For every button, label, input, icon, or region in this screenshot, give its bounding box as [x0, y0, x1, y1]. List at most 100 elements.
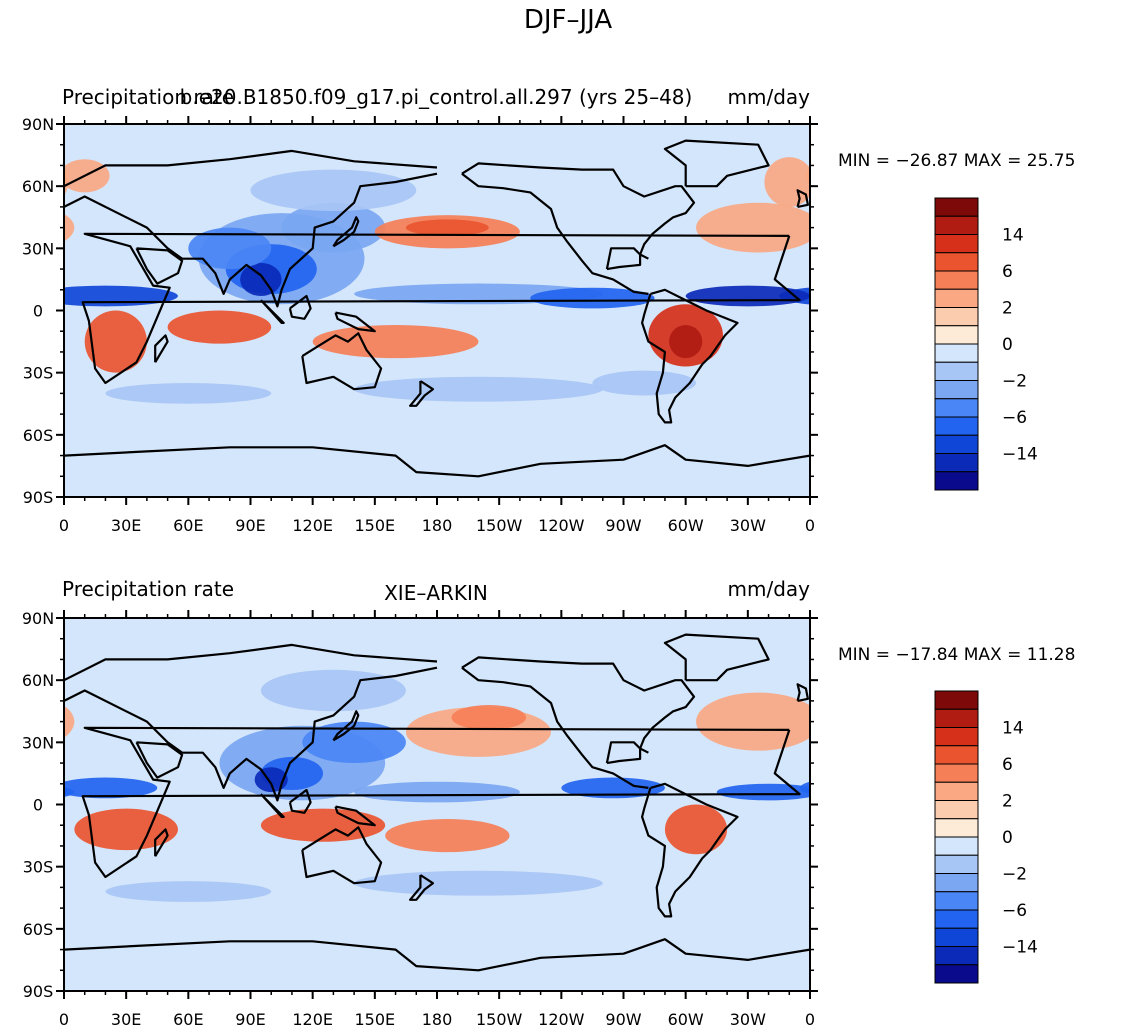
colorbar-label: −2 [1002, 372, 1027, 392]
anomaly-patch [354, 870, 603, 896]
colorbar-label: −6 [1002, 408, 1027, 428]
anomaly-patch [167, 310, 272, 344]
anomaly-patch [561, 777, 665, 799]
anomaly-patch [965, 726, 1130, 801]
colorbar-swatch [934, 361, 979, 381]
colorbar-swatch [934, 471, 979, 491]
colorbar-swatch [934, 380, 979, 400]
panel-center-title: b.e20.B1850.f09_g17.pi_control.all.297 (… [180, 85, 693, 109]
lat-tick-label: 60N [22, 177, 54, 196]
colorbar-swatch [934, 325, 979, 345]
anomaly-patch [451, 705, 527, 730]
colorbar-swatch [934, 252, 979, 272]
lon-tick-label: 150E [355, 516, 396, 535]
lon-tick-label: 120E [292, 1010, 333, 1029]
panel-center-title: XIE–ARKIN [384, 581, 488, 605]
coastline [64, 172, 438, 308]
anomaly-patch [851, 881, 1017, 902]
anomaly-patch [530, 287, 655, 309]
anomaly-patch [1121, 215, 1130, 248]
lon-tick-label: 0 [805, 516, 815, 535]
lon-tick-label: 90E [235, 1010, 265, 1029]
colorbar-swatch [934, 964, 979, 984]
anomaly-patch [696, 692, 810, 751]
anomaly-patch [972, 244, 1063, 294]
lat-tick-label: 30S [23, 858, 54, 877]
coastline [461, 656, 696, 754]
lat-tick-label: 90S [23, 982, 54, 1001]
lon-tick-label: 150E [355, 1010, 396, 1029]
anomaly-patch [716, 783, 810, 801]
lon-tick-label: 150W [476, 1010, 523, 1029]
anomaly-patch [64, 777, 158, 799]
lon-tick-label: 120E [292, 516, 333, 535]
lon-tick-label: 120W [538, 516, 585, 535]
coastline [334, 805, 376, 827]
coastline [64, 643, 438, 682]
coastline [154, 828, 169, 857]
colorbar-swatch [934, 891, 979, 911]
lon-tick-label: 60E [173, 516, 203, 535]
coastline [605, 741, 642, 765]
anomaly-patch [312, 325, 479, 359]
colorbar-swatch [934, 343, 979, 363]
coastline [288, 294, 312, 320]
coastline [663, 633, 770, 682]
coastline [334, 311, 376, 333]
lat-tick-label: 60S [23, 920, 54, 939]
anomaly-patch [354, 781, 520, 803]
anomaly-patch [250, 169, 417, 212]
panel-min-max: MIN = −26.87 MAX = 25.75 [838, 151, 1075, 171]
lat-tick-label: 30S [23, 364, 54, 383]
colorbar-swatch [934, 818, 979, 838]
lon-tick-label: 90E [235, 516, 265, 535]
lat-tick-label: 60S [23, 426, 54, 445]
coastline [135, 247, 184, 285]
colorbar: 14 6 2 0 −2 −6 −14 [934, 690, 1038, 984]
anomaly-patch [1007, 757, 1069, 790]
map-1: 90N 60N 30N 0 30S 60S 90S 0 30E 60E 90E 120E 150E 180… [22, 609, 1130, 1029]
colorbar-swatch [934, 234, 979, 254]
lat-tick-label: 90N [22, 115, 54, 134]
anomaly-patch [820, 809, 924, 850]
coastline [461, 172, 649, 295]
coastline [796, 683, 809, 702]
figure-main-title: DJF–JJA [524, 5, 613, 35]
lat-tick-label: 60N [22, 671, 54, 690]
colorbar-swatch [934, 800, 979, 820]
anomaly-patch [105, 383, 272, 404]
colorbar: 14 6 2 0 −2 −6 −14 [934, 197, 1038, 491]
colorbar-swatch [934, 434, 979, 454]
anomaly-patch [799, 781, 810, 795]
colorbar-swatch [934, 909, 979, 929]
coastline [301, 826, 383, 885]
colorbar-label: 6 [1002, 262, 1013, 282]
lon-tick-label: 0 [59, 1010, 69, 1029]
coastline [260, 793, 285, 818]
panel-right-title: mm/day [728, 85, 811, 109]
colorbar-swatch [934, 453, 979, 473]
colorbar-swatch [934, 854, 979, 874]
colorbar-swatch [934, 215, 979, 235]
anomaly-patch [1048, 722, 1130, 763]
anomaly-patch [831, 311, 893, 373]
lon-tick-label: 60W [668, 516, 704, 535]
anomaly-patch [260, 669, 406, 712]
colorbar-swatch [934, 745, 979, 765]
anomaly-patch [669, 325, 703, 359]
coastline [135, 741, 184, 779]
lon-tick-label: 90W [605, 516, 641, 535]
colorbar-swatch [934, 307, 979, 327]
colorbar-swatch [934, 708, 979, 728]
anomaly-patch [64, 705, 75, 738]
lon-tick-label: 90W [605, 1010, 641, 1029]
lat-tick-label: 0 [33, 302, 43, 321]
colorbar-swatch [934, 763, 979, 783]
coastline [663, 139, 770, 188]
colorbar-swatch [934, 270, 979, 290]
coastline [81, 726, 801, 879]
colorbar-label: 2 [1002, 792, 1013, 812]
anomaly-patch [302, 721, 406, 764]
lon-tick-label: 30W [730, 1010, 766, 1029]
colorbar-swatch [934, 781, 979, 801]
